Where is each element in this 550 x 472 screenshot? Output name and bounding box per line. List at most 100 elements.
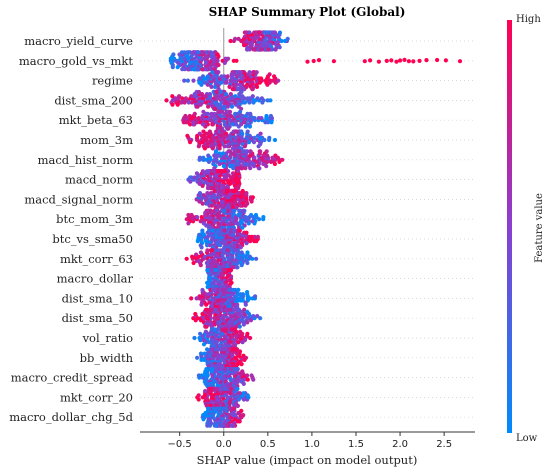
shap-point (220, 129, 225, 134)
shap-point (254, 70, 259, 75)
shap-point (265, 159, 270, 164)
shap-point (239, 408, 244, 413)
shap-point (204, 223, 209, 228)
shap-point (214, 386, 219, 391)
shap-point (203, 100, 208, 105)
shap-point (237, 391, 242, 396)
shap-point (238, 298, 243, 303)
shap-point (272, 74, 277, 79)
shap-point (200, 50, 205, 55)
shap-point (241, 208, 246, 213)
shap-point (196, 116, 201, 121)
shap-point (198, 263, 203, 268)
shap-point (223, 327, 228, 332)
shap-point (443, 58, 448, 63)
shap-point (191, 260, 196, 266)
shap-point (245, 290, 250, 295)
shap-point (170, 102, 175, 107)
shap-point (247, 296, 252, 301)
shap-point (243, 203, 248, 208)
colorbar-label: Feature value (534, 193, 545, 263)
shap-point (245, 320, 250, 325)
shap-point (189, 94, 194, 99)
shap-point (243, 215, 248, 220)
shap-point (234, 329, 239, 334)
shap-point (209, 84, 214, 89)
shap-point (189, 100, 195, 105)
shap-point (248, 149, 253, 154)
shap-point (234, 58, 239, 63)
shap-point (233, 129, 238, 134)
shap-point (252, 239, 257, 244)
shap-point (168, 56, 173, 61)
shap-point (272, 161, 277, 167)
shap-point (402, 57, 407, 63)
shap-point (231, 70, 237, 75)
shap-point (202, 76, 207, 81)
feature-label: vol_ratio (82, 331, 134, 345)
shap-point (255, 314, 260, 319)
shap-point (205, 347, 210, 352)
shap-point (206, 406, 211, 411)
shap-point (241, 413, 246, 418)
shap-point (257, 166, 262, 171)
shap-point (242, 43, 247, 48)
shap-point (225, 248, 230, 253)
shap-point (220, 423, 225, 428)
shap-point (236, 250, 241, 255)
shap-point (203, 324, 208, 329)
shap-point (240, 131, 245, 136)
shap-point (245, 96, 250, 101)
shap-point (216, 62, 221, 68)
shap-point (236, 183, 241, 188)
shap-point (235, 169, 240, 174)
shap-point (222, 144, 227, 149)
shap-point (256, 144, 261, 149)
shap-point (194, 215, 200, 220)
shap-point (273, 80, 278, 85)
shap-point (205, 191, 210, 196)
shap-point (188, 140, 193, 145)
shap-point (251, 47, 256, 52)
shap-point (237, 149, 242, 154)
feature-label: macro_credit_spread (11, 371, 134, 385)
shap-point (259, 96, 264, 101)
shap-point (220, 331, 225, 336)
shap-point (224, 80, 229, 85)
shap-point (186, 212, 191, 218)
shap-point (230, 171, 236, 176)
shap-point (230, 87, 235, 92)
shap-point (192, 111, 197, 116)
shap-point (223, 92, 229, 97)
colorbar-low-label: Low (516, 433, 538, 444)
shap-point (204, 135, 209, 140)
shap-point (198, 318, 203, 323)
shap-point (219, 74, 224, 79)
x-tick-label: 2.0 (392, 439, 408, 450)
shap-point (212, 307, 217, 312)
shap-point (213, 248, 218, 253)
shap-point (191, 67, 196, 72)
shap-point (219, 109, 224, 114)
feature-label: mkt_corr_20 (60, 390, 133, 404)
shap-point (208, 191, 214, 196)
shap-point (255, 96, 260, 101)
shap-point (222, 268, 227, 273)
shap-point (209, 111, 214, 116)
shap-point (239, 263, 244, 268)
shap-point (193, 311, 198, 317)
shap-point (223, 307, 228, 312)
shap-point (198, 219, 203, 224)
shap-point (183, 96, 188, 101)
feature-label: macro_dollar (57, 272, 134, 286)
shap-point (376, 59, 381, 64)
shap-point (220, 406, 225, 411)
shap-point (214, 208, 219, 213)
shap-point (197, 294, 202, 299)
shap-point (251, 70, 256, 75)
shap-point (202, 357, 207, 362)
shap-point (221, 164, 226, 169)
shap-point (384, 58, 389, 64)
shap-point (268, 113, 273, 119)
shap-point (209, 203, 214, 208)
